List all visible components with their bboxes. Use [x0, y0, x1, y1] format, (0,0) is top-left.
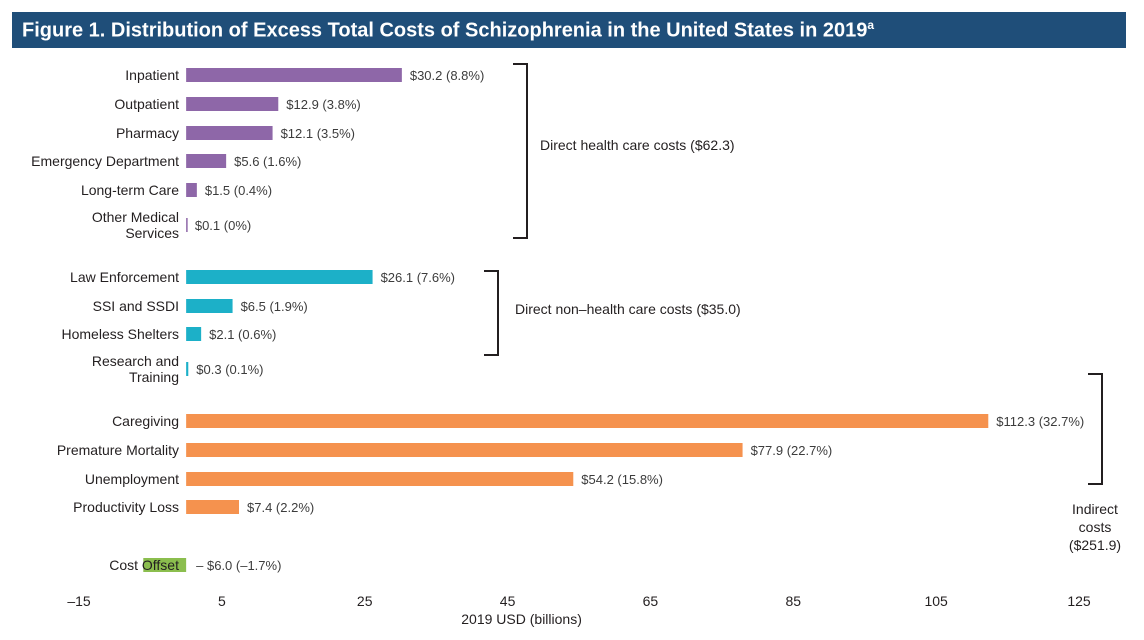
value-label: $7.4 (2.2%): [247, 500, 314, 515]
title-superscript: a: [867, 18, 875, 32]
value-label: $54.2 (15.8%): [581, 472, 663, 487]
value-label: $12.9 (3.8%): [286, 97, 360, 112]
bar-8: [186, 299, 233, 313]
value-label: $77.9 (22.7%): [751, 443, 833, 458]
value-label: – $6.0 (–1.7%): [196, 558, 281, 573]
category-label: Productivity Loss: [73, 499, 179, 515]
group-label: Direct health care costs ($62.3): [540, 137, 735, 153]
bar-2: [186, 97, 279, 111]
bar-7: [186, 270, 373, 284]
value-label: $112.3 (32.7%): [996, 414, 1084, 429]
bar-13: [186, 472, 574, 486]
category-label: Emergency Department: [31, 153, 179, 169]
category-label: Long-term Care: [81, 182, 179, 198]
bar-10: [186, 362, 189, 376]
value-label: $26.1 (7.6%): [381, 270, 455, 285]
bar-1: [186, 68, 402, 82]
category-label: Outpatient: [114, 96, 179, 112]
bar-9: [186, 327, 202, 341]
x-tick-label: 45: [500, 593, 516, 609]
value-label: $5.6 (1.6%): [234, 154, 301, 169]
value-label: $2.1 (0.6%): [209, 327, 276, 342]
category-label: Caregiving: [112, 413, 179, 429]
x-tick-label: 25: [357, 593, 373, 609]
category-label: Inpatient: [125, 67, 179, 83]
category-label: Premature Mortality: [57, 442, 179, 458]
bar-6: [186, 218, 188, 232]
group-bracket: [484, 270, 499, 356]
category-label: Other Medical Services: [92, 209, 179, 241]
x-tick-label: 105: [924, 593, 948, 609]
category-label: Pharmacy: [116, 125, 179, 141]
group-bracket: [513, 63, 528, 239]
category-label: Homeless Shelters: [62, 326, 180, 342]
bar-3: [186, 126, 273, 140]
bar-12: [186, 443, 743, 457]
category-label: SSI and SSDI: [93, 298, 179, 314]
bar-4: [186, 154, 227, 168]
bar-5: [186, 183, 197, 197]
value-label: $0.3 (0.1%): [196, 362, 263, 377]
value-label: $30.2 (8.8%): [410, 68, 484, 83]
category-label: Research and Training: [92, 353, 179, 385]
x-axis-title: 2019 USD (billions): [461, 611, 582, 627]
title-bar: Figure 1. Distribution of Excess Total C…: [12, 12, 1126, 48]
bar-14: [186, 500, 239, 514]
group-label: Direct non–health care costs ($35.0): [515, 301, 741, 317]
x-tick-label: 125: [1067, 593, 1091, 609]
x-tick-label: 65: [643, 593, 659, 609]
x-tick-label: –15: [67, 593, 91, 609]
category-label: Unemployment: [85, 471, 179, 487]
x-tick-label: 5: [218, 593, 226, 609]
value-label: $12.1 (3.5%): [281, 126, 355, 141]
value-label: $6.5 (1.9%): [241, 299, 308, 314]
group-label: Indirect costs ($251.9): [1069, 501, 1121, 553]
chart-title: Figure 1. Distribution of Excess Total C…: [22, 18, 875, 42]
value-label: $0.1 (0%): [195, 218, 251, 233]
x-tick-label: 85: [785, 593, 801, 609]
category-label: Law Enforcement: [70, 269, 179, 285]
category-label: Cost Offset: [109, 557, 179, 573]
value-label: $1.5 (0.4%): [205, 183, 272, 198]
bar-11: [186, 414, 989, 428]
bar-15: [143, 558, 187, 572]
group-bracket: [1088, 373, 1103, 485]
